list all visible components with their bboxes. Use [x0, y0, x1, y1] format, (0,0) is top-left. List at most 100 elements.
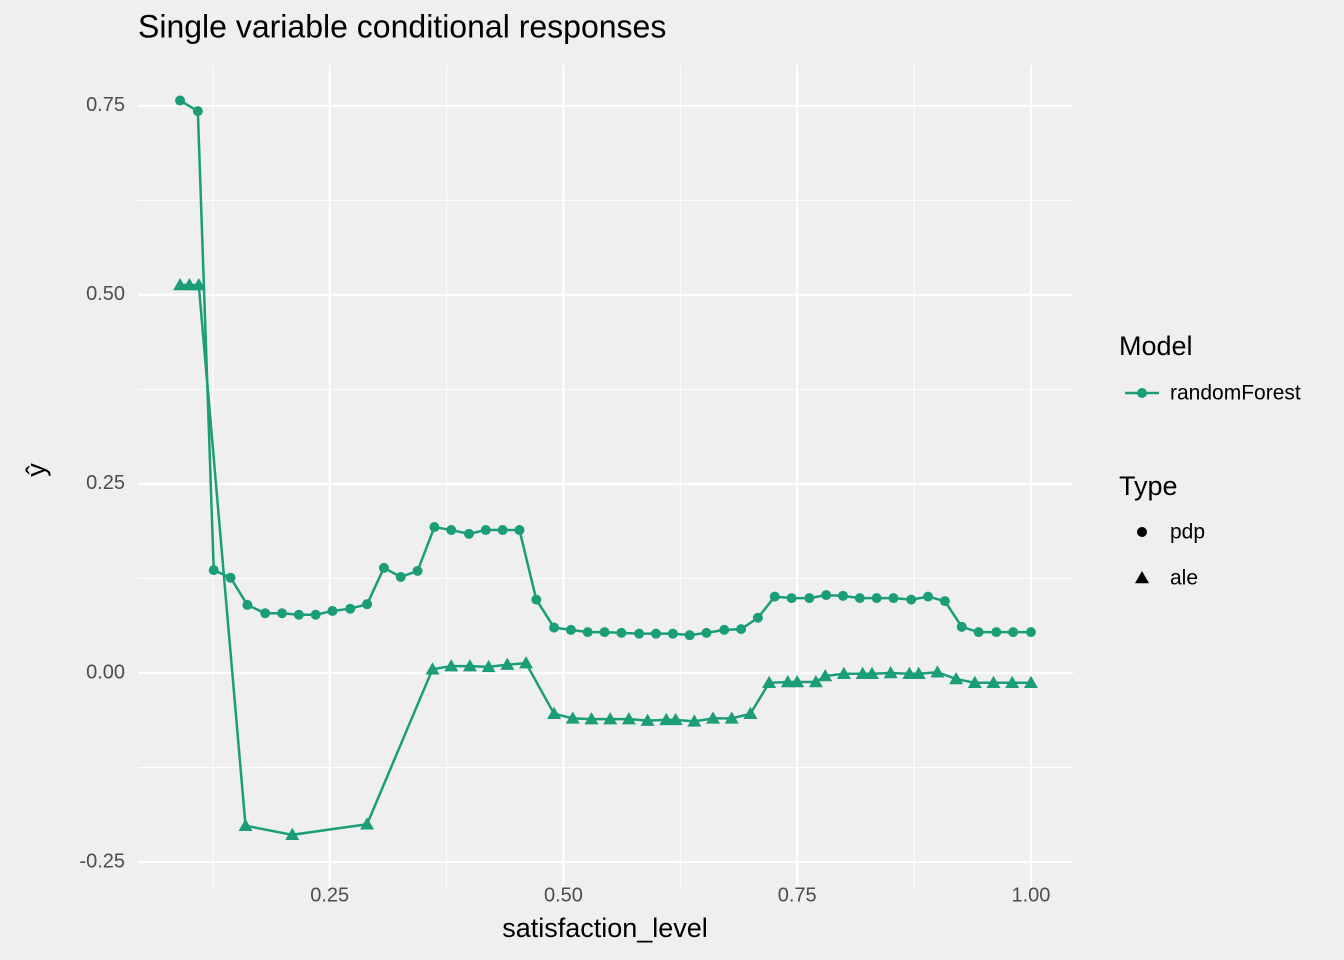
point [547, 706, 562, 720]
point [923, 591, 934, 602]
x-tick-label: 0.50 [544, 884, 583, 906]
point [500, 657, 515, 670]
point [752, 612, 763, 623]
point [582, 627, 593, 638]
point [549, 622, 560, 633]
point [531, 594, 542, 605]
legend-key-point [1137, 388, 1147, 398]
point [939, 596, 950, 607]
point [804, 593, 815, 604]
point [463, 528, 474, 539]
point [621, 712, 636, 725]
point [242, 599, 253, 610]
point [855, 666, 870, 679]
point [514, 525, 525, 536]
y-tick-label: 0.00 [86, 661, 125, 683]
point [769, 591, 780, 602]
point [762, 675, 777, 689]
y-tick-label: 0.75 [86, 94, 125, 116]
point [182, 278, 197, 291]
x-tick-label: 0.25 [310, 884, 349, 906]
point [345, 603, 356, 614]
point [310, 609, 321, 620]
point [1008, 627, 1019, 638]
point [565, 711, 580, 724]
point [565, 624, 576, 635]
point [429, 522, 440, 533]
point [687, 714, 702, 727]
point [701, 627, 712, 638]
point [208, 565, 219, 576]
point [225, 572, 236, 583]
point [425, 662, 440, 675]
point [175, 95, 186, 106]
y-tick-label: -0.25 [79, 850, 125, 872]
point [481, 659, 496, 673]
legend-key [1135, 571, 1149, 584]
point [444, 659, 459, 672]
y-tick-label: 0.25 [86, 472, 125, 494]
chart-title: Single variable conditional responses [138, 8, 666, 44]
point [818, 668, 833, 682]
point [1005, 675, 1020, 689]
point [616, 627, 627, 638]
legend-title: Model [1119, 331, 1193, 361]
point [780, 675, 795, 688]
legend: pdp ale [1135, 521, 1205, 590]
point [446, 525, 457, 536]
point [659, 712, 674, 726]
point [640, 713, 655, 726]
point [871, 593, 882, 604]
point [362, 599, 373, 610]
point [360, 817, 375, 830]
point [883, 665, 898, 679]
point [991, 627, 1002, 638]
point [650, 628, 661, 639]
point [906, 594, 917, 605]
point [519, 656, 534, 669]
point [191, 278, 206, 291]
point [238, 818, 253, 831]
point [724, 711, 739, 724]
x-tick-label: 1.00 [1011, 884, 1050, 906]
point [480, 525, 491, 536]
y-tick-label: 0.50 [86, 283, 125, 305]
point [808, 675, 823, 688]
legend-title: Type [1119, 471, 1178, 501]
x-axis-label: satisfaction_level [502, 913, 708, 943]
point [967, 675, 982, 689]
point [888, 593, 899, 604]
point [911, 666, 926, 679]
point [743, 706, 758, 720]
point [497, 525, 508, 536]
point [293, 609, 304, 620]
x-tick-label: 0.75 [778, 884, 817, 906]
legend-key [1137, 527, 1147, 537]
point [986, 675, 1001, 689]
point [462, 659, 477, 672]
point [837, 590, 848, 601]
point [276, 608, 287, 619]
point [1025, 627, 1036, 638]
point [973, 627, 984, 638]
point [864, 666, 879, 679]
point [599, 627, 610, 638]
point [956, 621, 967, 632]
point [706, 711, 721, 724]
point [821, 590, 832, 601]
point [786, 593, 797, 604]
point [836, 666, 851, 679]
legend-label: randomForest [1170, 382, 1301, 405]
point [395, 571, 406, 582]
legend-label: ale [1170, 567, 1198, 590]
point [378, 562, 389, 573]
point [902, 666, 917, 679]
point [327, 605, 338, 616]
point [1023, 675, 1038, 689]
point [603, 712, 618, 725]
point [173, 278, 188, 291]
point [668, 712, 683, 726]
